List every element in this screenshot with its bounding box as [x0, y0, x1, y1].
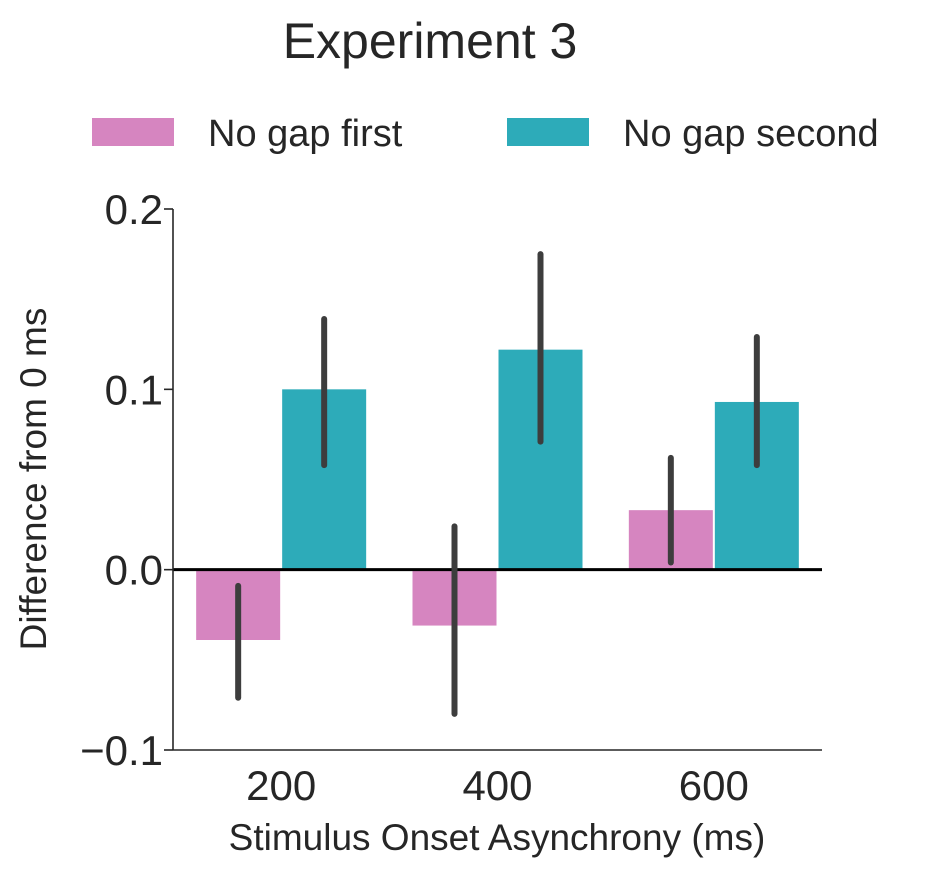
- x-tick-label: 600: [679, 762, 749, 809]
- legend-swatch-no-gap-first: [92, 118, 174, 146]
- legend-label-no-gap-second: No gap second: [623, 113, 879, 155]
- y-tick-label: 0.1: [105, 366, 163, 413]
- x-tick-label: 400: [462, 762, 532, 809]
- y-tick-label: 0.0: [105, 547, 163, 594]
- x-axis-label: Stimulus Onset Asynchrony (ms): [229, 817, 766, 858]
- y-tick-label: −0.1: [80, 727, 163, 774]
- chart-title: Experiment 3: [283, 13, 578, 69]
- y-axis-label: Difference from 0 ms: [13, 308, 54, 651]
- legend-swatch-no-gap-second: [507, 118, 589, 146]
- plot-area: −0.1 0.0 0.1 0.2 200 400 600: [80, 186, 822, 809]
- legend-label-no-gap-first: No gap first: [208, 113, 403, 155]
- x-tick-label: 200: [246, 762, 316, 809]
- y-tick-label: 0.2: [105, 186, 163, 233]
- legend: No gap first No gap second: [92, 113, 879, 155]
